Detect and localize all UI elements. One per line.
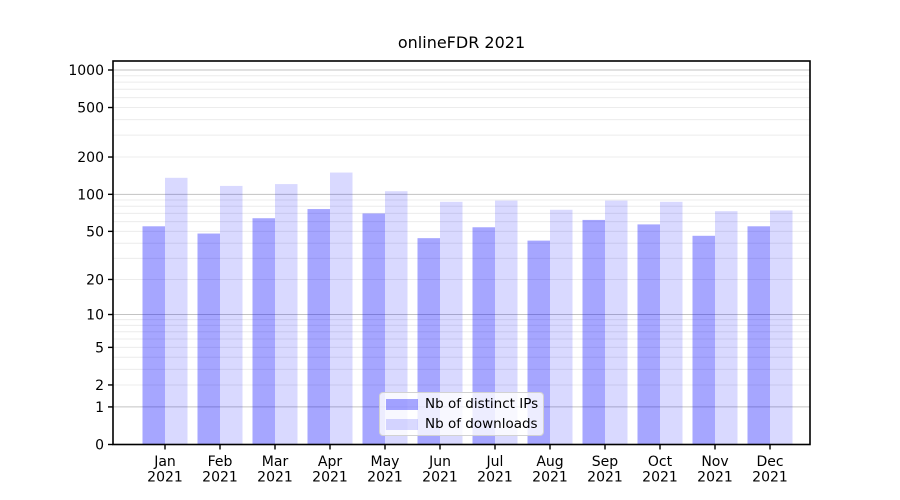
x-tick-label-month: Sep [592, 454, 619, 470]
x-tick-label-month: Oct [648, 454, 673, 470]
x-tick-label-year: 2021 [312, 470, 348, 486]
bar-downloads-may [385, 191, 408, 445]
y-tick-label: 0 [95, 438, 104, 454]
x-tick-label-year: 2021 [587, 470, 623, 486]
x-tick-label-month: Jan [153, 454, 176, 470]
bar-distinct-ips-feb [197, 233, 220, 445]
legend-item-distinct-ips: Nb of distinct IPs [386, 396, 539, 412]
y-tick-label: 1000 [68, 63, 104, 79]
x-tick-label-month: Apr [318, 454, 342, 470]
bar-downloads-aug [550, 209, 573, 445]
bar-downloads-jan [165, 177, 188, 445]
x-tick-label-year: 2021 [202, 470, 238, 486]
y-tick-label: 1 [95, 400, 104, 416]
y-tick-label: 100 [77, 187, 104, 203]
x-tick-label-year: 2021 [642, 470, 678, 486]
x-tick-label-year: 2021 [147, 470, 183, 486]
legend-label-downloads: Nb of downloads [425, 416, 538, 432]
bar-downloads-jul [495, 200, 518, 445]
x-tick-label-year: 2021 [257, 470, 293, 486]
y-tick-label: 5 [95, 340, 104, 356]
bar-distinct-ips-nov [692, 235, 715, 445]
x-tick-label-year: 2021 [752, 470, 788, 486]
y-tick-label: 20 [86, 272, 104, 288]
bar-downloads-feb [220, 185, 243, 445]
x-tick-label-month: Dec [756, 454, 783, 470]
bar-downloads-apr [330, 172, 353, 445]
y-tick-label: 200 [77, 150, 104, 166]
bar-distinct-ips-oct [637, 224, 660, 445]
legend-swatch-distinct-ips [386, 398, 418, 410]
x-tick-label-year: 2021 [422, 470, 458, 486]
legend: Nb of distinct IPs Nb of downloads [379, 392, 544, 436]
bar-downloads-jun [440, 201, 463, 445]
bar-downloads-dec [770, 210, 793, 445]
bar-distinct-ips-mar [252, 218, 275, 445]
plot-border [112, 60, 811, 446]
legend-label-distinct-ips: Nb of distinct IPs [425, 396, 539, 412]
legend-item-downloads: Nb of downloads [386, 416, 538, 432]
x-tick-label-year: 2021 [367, 470, 403, 486]
bar-downloads-nov [715, 211, 738, 445]
chart-title: onlineFDR 2021 [397, 33, 526, 52]
x-tick-label-month: Aug [536, 454, 563, 470]
bar-downloads-sep [605, 200, 628, 445]
bar-distinct-ips-may [362, 213, 385, 445]
bar-distinct-ips-apr [307, 209, 330, 445]
x-tick-label-month: Jul [486, 454, 504, 470]
bar-distinct-ips-sep [582, 219, 605, 445]
x-tick-label-month: Jun [428, 454, 451, 470]
legend-swatch-downloads [386, 418, 418, 430]
x-tick-label-year: 2021 [477, 470, 513, 486]
bar-distinct-ips-dec [747, 226, 770, 445]
y-tick-label: 2 [95, 378, 104, 394]
x-tick-label-year: 2021 [532, 470, 568, 486]
x-tick-label-month: Nov [701, 454, 728, 470]
y-tick-label: 500 [77, 101, 104, 117]
bar-downloads-oct [660, 201, 683, 445]
x-tick-label-month: Feb [208, 454, 233, 470]
bar-distinct-ips-jan [142, 226, 165, 445]
y-tick-label: 10 [86, 308, 104, 324]
x-tick-label-year: 2021 [697, 470, 733, 486]
bar-distinct-ips-jul [472, 227, 495, 445]
bar-downloads-mar [275, 184, 298, 445]
x-tick-label-month: Mar [262, 454, 289, 470]
y-tick-label: 50 [86, 224, 104, 240]
x-tick-label-month: May [371, 454, 400, 470]
